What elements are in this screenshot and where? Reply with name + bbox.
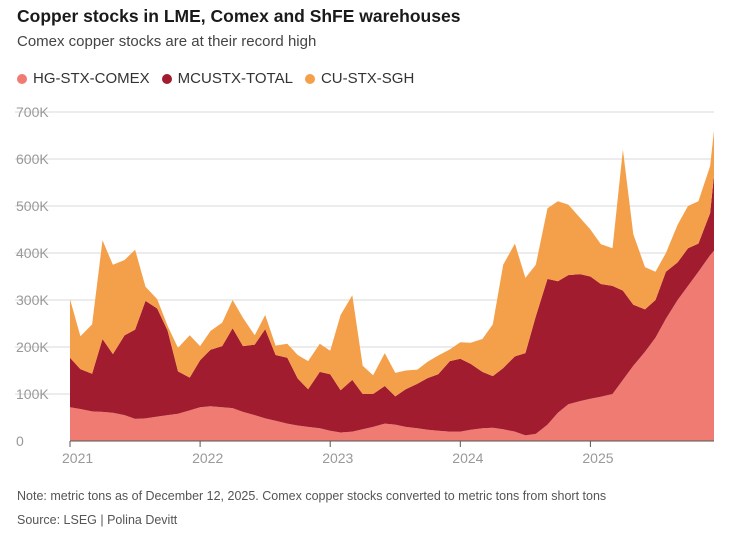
area-series-mcustx-total <box>70 175 714 436</box>
legend-label-shfe: CU-STX-SGH <box>320 70 415 87</box>
legend-item-lme: MCUSTX-TOTAL <box>161 70 293 87</box>
chart-title: Copper stocks in LME, Comex and ShFE war… <box>17 6 461 26</box>
x-tick-label: 2022 <box>192 450 223 466</box>
y-tick-label: 0 <box>16 433 24 449</box>
legend-item-shfe: CU-STX-SGH <box>304 70 415 87</box>
x-tick-label: 2024 <box>452 450 483 466</box>
legend-item-comex: HG-STX-COMEX <box>17 70 150 87</box>
legend-label-comex: HG-STX-COMEX <box>33 70 150 87</box>
legend-swatch-shfe <box>304 73 315 84</box>
area-series-cu-stx-sgh <box>70 130 714 397</box>
legend-swatch-comex <box>17 73 27 84</box>
legend: HG-STX-COMEX MCUSTX-TOTAL CU-STX-SGH <box>17 70 414 87</box>
x-tick-label: 2021 <box>62 450 93 466</box>
legend-swatch-lme <box>161 73 172 84</box>
chart-source: Source: LSEG | Polina Devitt <box>17 513 178 527</box>
legend-label-lme: MCUSTX-TOTAL <box>177 70 293 87</box>
y-tick-label: 300K <box>16 292 49 308</box>
chart-subtitle: Comex copper stocks are at their record … <box>17 33 317 50</box>
y-tick-label: 200K <box>16 339 49 355</box>
chart-note: Note: metric tons as of December 12, 202… <box>17 489 607 503</box>
y-tick-label: 500K <box>16 198 49 214</box>
y-tick-label: 400K <box>16 245 49 261</box>
x-tick-label: 2025 <box>582 450 613 466</box>
y-tick-label: 700K <box>16 104 49 120</box>
area-series-hg-stx-comex <box>70 250 714 441</box>
x-tick-label: 2023 <box>322 450 353 466</box>
y-tick-label: 600K <box>16 151 49 167</box>
y-tick-label: 100K <box>16 386 49 402</box>
